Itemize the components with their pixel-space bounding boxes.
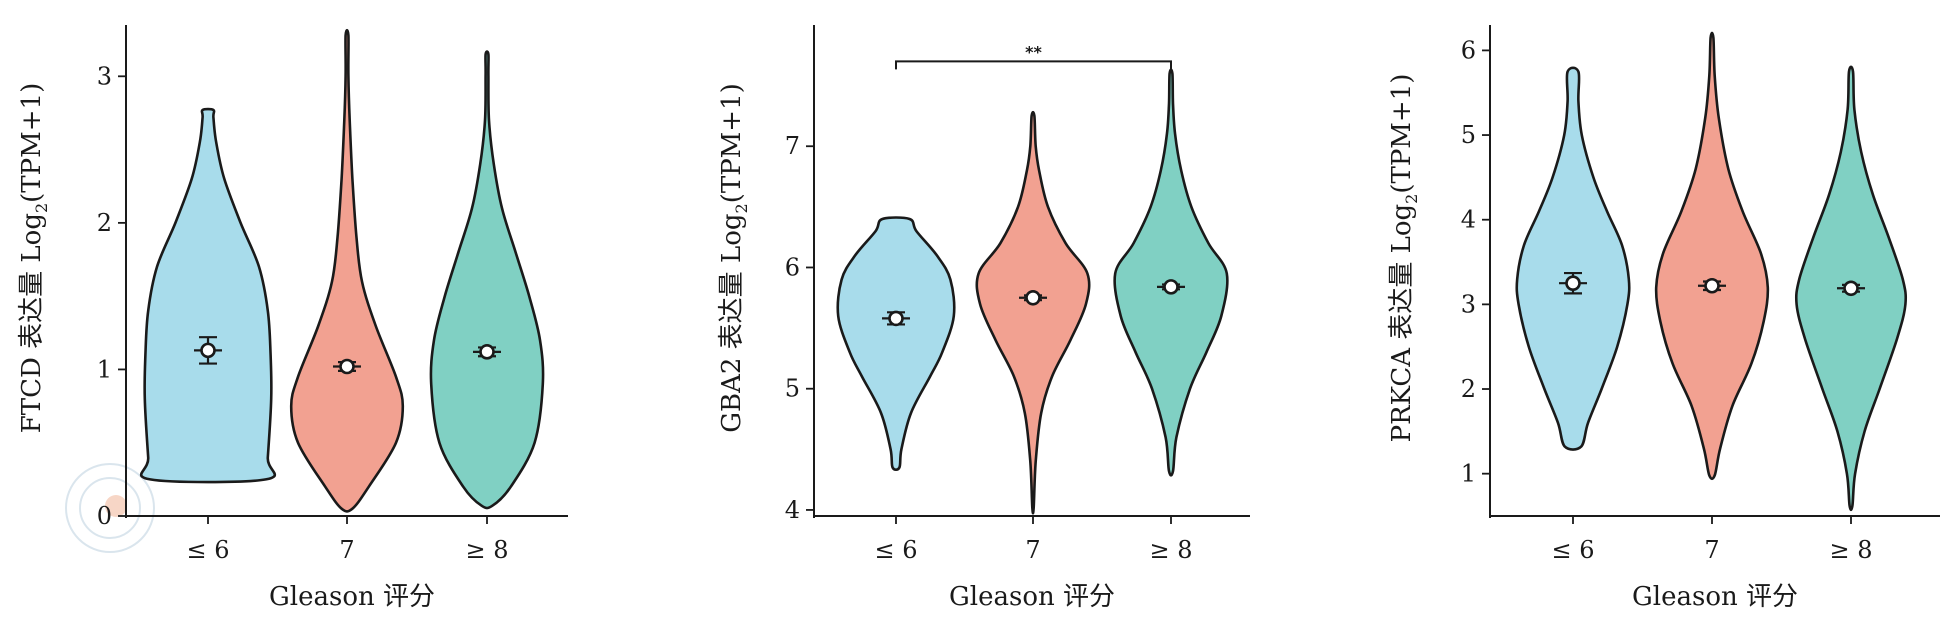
mean-point-7 xyxy=(339,358,355,375)
x-tick-label: 7 xyxy=(1704,536,1719,564)
x-tick-label: ≥ 8 xyxy=(465,536,508,564)
mean-point-ge8 xyxy=(1843,280,1859,297)
mean-point-7 xyxy=(1025,289,1041,306)
plot-area-gba2: 4 5 6 7 ≤ 6 7 ≥ 8 ** xyxy=(785,25,1250,564)
y-tick-label: 6 xyxy=(785,253,800,281)
y-tick-label: 3 xyxy=(97,62,112,90)
plot-area-prkca: 1 2 3 4 5 6 ≤ 6 7 ≥ 8 xyxy=(1461,25,1940,564)
mean-point-le6 xyxy=(200,342,216,359)
mean-point-7 xyxy=(1704,277,1720,294)
y-axis-title: FTCD 表达量 Log2(TPM+1) xyxy=(17,83,51,433)
y-tick-label: 4 xyxy=(785,496,800,524)
y-tick-label: 6 xyxy=(1461,36,1476,64)
y-tick-label: 5 xyxy=(1461,121,1476,149)
panel-prkca: 1 2 3 4 5 6 ≤ 6 7 ≥ 8 PRKCA 表达量 Log2(TPM+1) Glea… xyxy=(1387,25,1940,612)
y-axis-title: GBA2 表达量 Log2(TPM+1) xyxy=(717,83,751,433)
x-tick-label: ≤ 6 xyxy=(186,536,229,564)
x-tick-label: 7 xyxy=(339,536,354,564)
significance-bracket xyxy=(895,60,1172,70)
x-tick-label: ≥ 8 xyxy=(1829,536,1872,564)
x-tick-label: ≥ 8 xyxy=(1149,536,1192,564)
watermark-seal xyxy=(65,463,155,553)
mean-point-le6 xyxy=(1565,275,1581,291)
y-tick-label: 7 xyxy=(785,132,800,160)
y-tick-label: 1 xyxy=(97,355,112,383)
violin-ge8 xyxy=(1113,68,1229,477)
y-axis-title: PRKCA 表达量 Log2(TPM+1) xyxy=(1387,74,1421,443)
significance-label: ** xyxy=(1025,42,1042,61)
y-tick-label: 4 xyxy=(1461,206,1476,234)
y-tick-label: 3 xyxy=(1461,290,1476,318)
x-tick-label: ≤ 6 xyxy=(1551,536,1594,564)
y-tick-label: 2 xyxy=(1461,375,1476,403)
violin-le6 xyxy=(1515,66,1631,451)
mean-point-ge8 xyxy=(1163,279,1179,295)
panel-gba2: 4 5 6 7 ≤ 6 7 ≥ 8 ** GBA2 表达量 Log2(TPM+1) Gleas… xyxy=(717,25,1250,612)
y-tick-label: 2 xyxy=(97,209,112,237)
y-tick-label: 0 xyxy=(97,502,112,530)
mean-point-ge8 xyxy=(479,344,495,360)
violin-le6 xyxy=(836,216,956,472)
x-axis-title: Gleason 评分 xyxy=(949,582,1115,612)
x-tick-label: ≤ 6 xyxy=(874,536,917,564)
violin-7 xyxy=(289,28,405,513)
x-tick-label: 7 xyxy=(1025,536,1040,564)
plot-area-ftcd: 0 1 2 3 ≤ 6 7 ≥ 8 xyxy=(97,25,568,564)
violin-7 xyxy=(975,110,1091,515)
y-tick-label: 1 xyxy=(1461,460,1476,488)
panel-ftcd: 0 1 2 3 ≤ 6 7 ≥ 8 FTCD 表达量 Log2(TPM+1) Gleason… xyxy=(17,25,568,612)
mean-point-le6 xyxy=(888,310,904,327)
x-axis-title: Gleason 评分 xyxy=(1632,582,1798,612)
y-tick-label: 5 xyxy=(785,375,800,403)
violin-7 xyxy=(1654,31,1770,481)
violin-le6 xyxy=(139,107,277,484)
violin-ge8 xyxy=(429,50,545,510)
x-axis-title: Gleason 评分 xyxy=(269,582,435,612)
